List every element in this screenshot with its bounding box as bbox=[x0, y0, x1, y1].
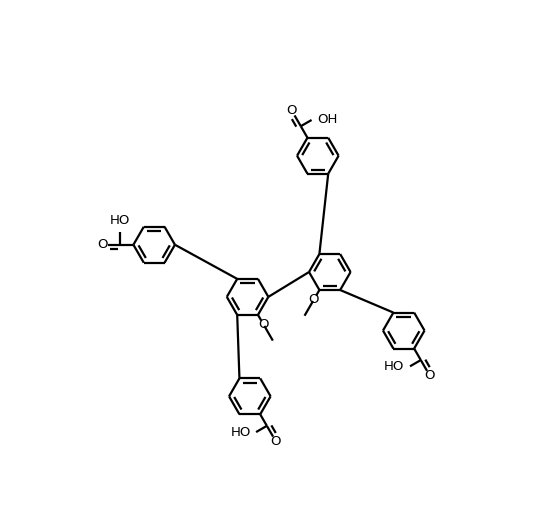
Text: O: O bbox=[424, 369, 435, 382]
Text: HO: HO bbox=[110, 214, 130, 227]
Text: O: O bbox=[286, 104, 297, 117]
Text: O: O bbox=[97, 238, 107, 251]
Text: OH: OH bbox=[317, 113, 337, 126]
Text: HO: HO bbox=[230, 426, 251, 439]
Text: HO: HO bbox=[384, 360, 405, 373]
Text: O: O bbox=[259, 319, 269, 332]
Text: O: O bbox=[271, 435, 281, 448]
Text: O: O bbox=[309, 294, 319, 307]
